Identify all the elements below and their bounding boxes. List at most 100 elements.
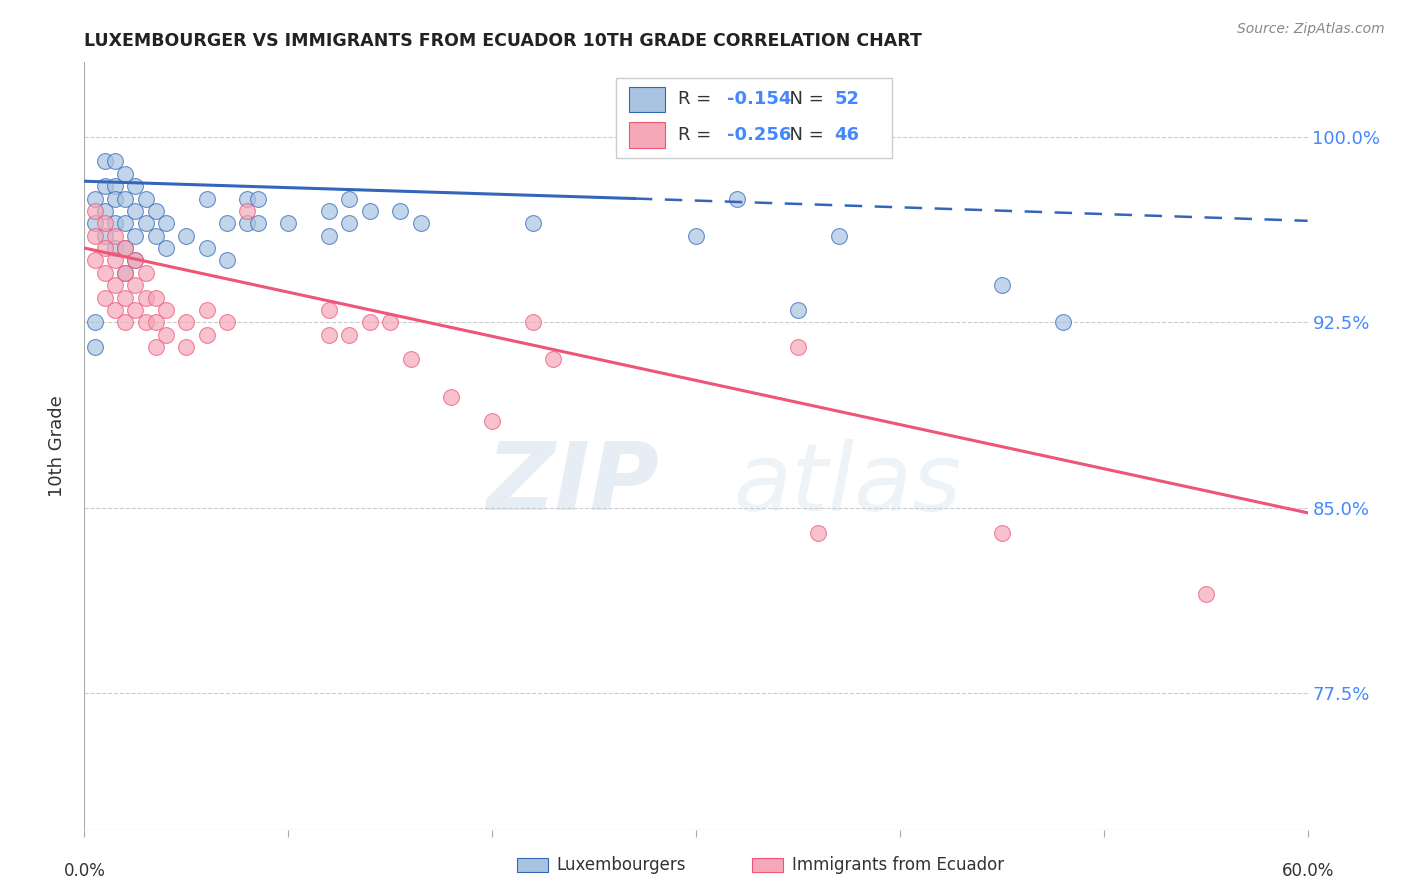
Point — [236, 192, 259, 206]
Text: Source: ZipAtlas.com: Source: ZipAtlas.com — [1237, 22, 1385, 37]
Point — [93, 291, 115, 305]
Text: -0.256: -0.256 — [727, 126, 792, 144]
Point — [135, 291, 157, 305]
Point — [236, 216, 259, 230]
Text: Luxembourgers: Luxembourgers — [557, 856, 686, 874]
Point — [399, 352, 422, 367]
Point — [104, 216, 127, 230]
Point — [135, 266, 157, 280]
Text: R =: R = — [678, 126, 717, 144]
Point — [217, 315, 239, 329]
Point — [318, 228, 340, 243]
Point — [93, 228, 115, 243]
Point — [155, 327, 177, 342]
Point — [787, 340, 810, 354]
Point — [195, 192, 218, 206]
Point — [318, 203, 340, 218]
Point — [135, 315, 157, 329]
Point — [155, 241, 177, 255]
Point — [409, 216, 432, 230]
Text: 52: 52 — [834, 90, 859, 108]
Point — [217, 253, 239, 268]
Point — [145, 228, 167, 243]
Point — [135, 192, 157, 206]
Point — [104, 302, 127, 317]
FancyBboxPatch shape — [628, 87, 665, 112]
Point — [104, 154, 127, 169]
Point — [155, 216, 177, 230]
Point — [124, 302, 146, 317]
Point — [93, 216, 115, 230]
Point — [124, 278, 146, 293]
Point — [114, 241, 136, 255]
Point — [481, 414, 503, 428]
Point — [522, 315, 544, 329]
Point — [145, 340, 167, 354]
Point — [277, 216, 299, 230]
Point — [93, 241, 115, 255]
Point — [114, 192, 136, 206]
Point — [339, 327, 361, 342]
Point — [124, 203, 146, 218]
Text: 60.0%: 60.0% — [1281, 862, 1334, 880]
Point — [124, 253, 146, 268]
Text: N =: N = — [778, 90, 830, 108]
Point — [725, 192, 748, 206]
Point — [104, 192, 127, 206]
Point — [114, 266, 136, 280]
Text: 0.0%: 0.0% — [63, 862, 105, 880]
Point — [104, 253, 127, 268]
Point — [83, 216, 105, 230]
Text: R =: R = — [678, 90, 717, 108]
Point — [124, 179, 146, 194]
Point — [83, 315, 105, 329]
Point — [246, 216, 269, 230]
Point — [114, 241, 136, 255]
Text: N =: N = — [778, 126, 830, 144]
Text: atlas: atlas — [733, 439, 960, 530]
Point — [174, 340, 197, 354]
Point — [195, 241, 218, 255]
Point — [83, 253, 105, 268]
Point — [114, 167, 136, 181]
Point — [991, 525, 1014, 540]
Point — [93, 154, 115, 169]
Point — [155, 302, 177, 317]
Point — [1195, 587, 1218, 601]
Point — [83, 203, 105, 218]
Point — [217, 216, 239, 230]
Point — [174, 315, 197, 329]
Point — [104, 228, 127, 243]
Point — [145, 291, 167, 305]
Point — [83, 340, 105, 354]
Text: 46: 46 — [834, 126, 859, 144]
Point — [543, 352, 565, 367]
Point — [522, 216, 544, 230]
Point — [339, 216, 361, 230]
Point — [440, 390, 463, 404]
Point — [685, 228, 707, 243]
Point — [195, 327, 218, 342]
Point — [93, 266, 115, 280]
Point — [83, 228, 105, 243]
Point — [828, 228, 851, 243]
Point — [83, 192, 105, 206]
Point — [380, 315, 402, 329]
Point — [389, 203, 412, 218]
Point — [114, 315, 136, 329]
Point — [318, 327, 340, 342]
Point — [246, 192, 269, 206]
FancyBboxPatch shape — [616, 78, 891, 158]
Point — [359, 203, 381, 218]
Point — [318, 302, 340, 317]
Point — [114, 291, 136, 305]
Point — [114, 266, 136, 280]
Point — [93, 203, 115, 218]
Point — [359, 315, 381, 329]
Text: -0.154: -0.154 — [727, 90, 792, 108]
Point — [104, 278, 127, 293]
Text: LUXEMBOURGER VS IMMIGRANTS FROM ECUADOR 10TH GRADE CORRELATION CHART: LUXEMBOURGER VS IMMIGRANTS FROM ECUADOR … — [84, 32, 922, 50]
Text: Immigrants from Ecuador: Immigrants from Ecuador — [792, 856, 1004, 874]
Point — [124, 253, 146, 268]
Point — [236, 203, 259, 218]
